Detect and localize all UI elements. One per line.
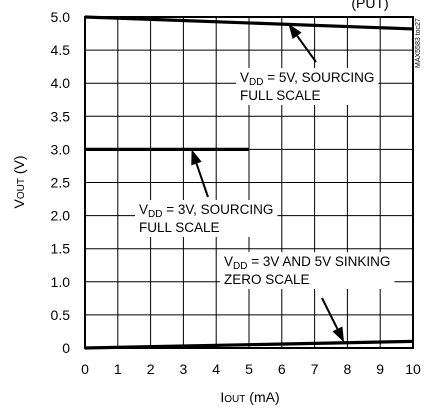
y-axis-label-unit: (V) — [11, 155, 27, 178]
x-axis-label-sub: OUT — [224, 394, 245, 405]
x-tick-label: 0 — [81, 361, 89, 377]
y-axis-label-main: V — [11, 199, 27, 209]
annotation-background-3 — [220, 252, 395, 289]
x-tick-label: 6 — [278, 361, 286, 377]
annotation-3-line-2: ZERO SCALE — [224, 272, 310, 287]
y-tick-label: 0 — [62, 340, 70, 356]
y-axis-label-sub: OUT — [16, 178, 27, 199]
x-tick-label: 7 — [311, 361, 319, 377]
x-axis-label: IOUT (mA) — [220, 389, 279, 405]
annotation-2-line-1: VDD = 3V, SOURCING — [139, 202, 273, 220]
annotation-arrow-1 — [288, 23, 317, 63]
x-tick-labels: 0 1 2 3 4 5 6 7 8 9 10 — [81, 361, 421, 377]
plot-frame — [84, 16, 414, 349]
y-axis-label: VOUT (V) — [11, 155, 27, 208]
annotation-1-line-1: VDD = 5V, SOURCING — [240, 70, 374, 88]
x-tick-label: 2 — [147, 361, 155, 377]
side-label: MAX5583 toc27 — [415, 18, 422, 68]
y-tick-labels: 0 0.5 1.0 1.5 2.0 2.5 3.0 3.5 4.0 4.5 5.0 — [51, 9, 71, 356]
x-tick-label: 10 — [405, 361, 421, 377]
x-tick-label: 3 — [180, 361, 188, 377]
annotation-background-2 — [135, 200, 278, 237]
series-line-3 — [84, 339, 414, 350]
chart-title-fragment: (PUT) — [351, 0, 388, 11]
y-tick-label: 0.5 — [51, 307, 71, 323]
x-axis-label-main: I — [220, 389, 224, 405]
y-tick-label: 4.5 — [51, 42, 71, 58]
x-tick-label: 8 — [344, 361, 352, 377]
annotation-arrow-2 — [191, 149, 209, 198]
x-tick-label: 5 — [245, 361, 253, 377]
annotation-arrow-3 — [321, 297, 345, 343]
annotation-2-line-2: FULL SCALE — [139, 220, 220, 235]
y-tick-label: 1.0 — [51, 274, 71, 290]
grid-lines — [85, 17, 413, 348]
annotation-1-line-2: FULL SCALE — [240, 88, 321, 103]
x-tick-label: 9 — [376, 361, 384, 377]
annotation-backgrounds — [135, 68, 395, 289]
x-axis-label-unit: (mA) — [245, 389, 279, 405]
data-series — [84, 15, 414, 350]
y-tick-label: 5.0 — [51, 9, 71, 25]
y-tick-label: 2.5 — [51, 175, 71, 191]
annotation-3-line-1: VDD = 3V AND 5V SINKING — [224, 254, 390, 272]
y-tick-label: 3.5 — [51, 108, 71, 124]
x-tick-label: 4 — [212, 361, 220, 377]
series-line-1 — [84, 15, 414, 31]
annotation-background-1 — [236, 68, 379, 105]
annotation-arrows — [191, 23, 345, 343]
y-tick-label: 1.5 — [51, 241, 71, 257]
y-tick-label: 3.0 — [51, 141, 71, 157]
x-tick-label: 1 — [114, 361, 122, 377]
y-tick-label: 2.0 — [51, 208, 71, 224]
y-tick-label: 4.0 — [51, 75, 71, 91]
